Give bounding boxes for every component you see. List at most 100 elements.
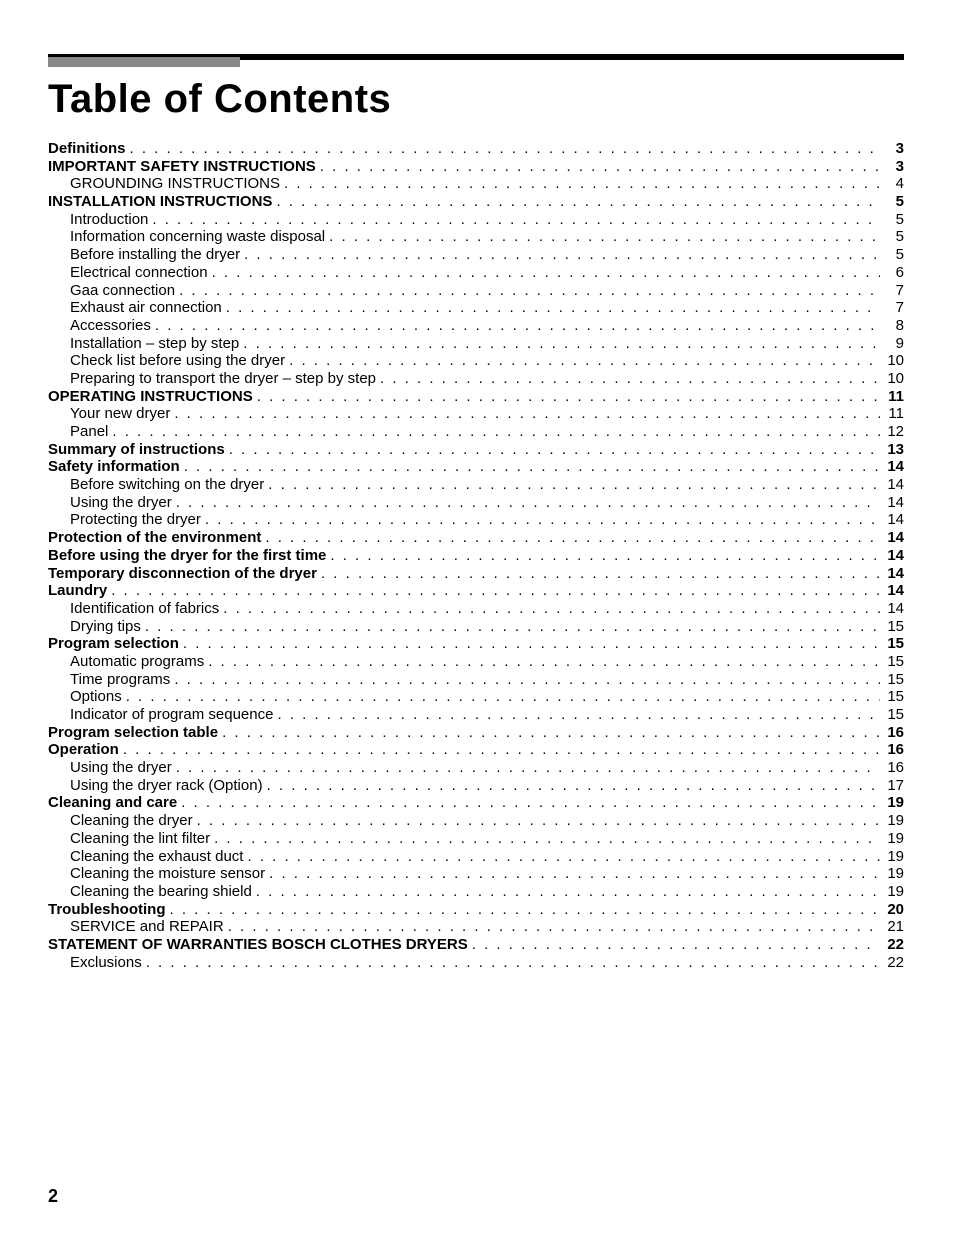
toc-leader-dots [148, 211, 880, 229]
toc-row: INSTALLATION INSTRUCTIONS5 [48, 193, 904, 211]
toc-leader-dots [166, 901, 881, 919]
toc-row: Laundry14 [48, 582, 904, 600]
toc-page: 14 [880, 476, 904, 494]
toc-label: Using the dryer [48, 494, 172, 512]
toc-page: 5 [880, 246, 904, 264]
toc-page: 15 [880, 618, 904, 636]
toc-label: Laundry [48, 582, 107, 600]
toc-page: 16 [880, 759, 904, 777]
toc-leader-dots [177, 794, 880, 812]
toc-row: Cleaning and care19 [48, 794, 904, 812]
toc-leader-dots [222, 299, 880, 317]
toc-page: 10 [880, 370, 904, 388]
toc-label: Cleaning and care [48, 794, 177, 812]
toc-row: Summary of instructions13 [48, 441, 904, 459]
toc-leader-dots [219, 600, 880, 618]
toc-leader-dots [180, 458, 880, 476]
toc-row: Before installing the dryer 5 [48, 246, 904, 264]
toc-page: 16 [880, 724, 904, 742]
toc-leader-dots [240, 246, 880, 264]
toc-row: Panel12 [48, 423, 904, 441]
toc-label: Drying tips [48, 618, 141, 636]
toc-label: Installation – step by step [48, 335, 239, 353]
toc-leader-dots [261, 529, 880, 547]
toc-row: Introduction 5 [48, 211, 904, 229]
toc-leader-dots [193, 812, 880, 830]
toc-page: 3 [880, 158, 904, 176]
toc-label: Cleaning the exhaust duct [48, 848, 243, 866]
toc-page: 19 [880, 848, 904, 866]
toc-label: Electrical connection [48, 264, 208, 282]
toc-label: IMPORTANT SAFETY INSTRUCTIONS [48, 158, 316, 176]
toc-label: Identification of fabrics [48, 600, 219, 618]
toc-label: Before using the dryer for the first tim… [48, 547, 326, 565]
toc-label: Your new dryer [48, 405, 170, 423]
toc-label: STATEMENT OF WARRANTIES BOSCH CLOTHES DR… [48, 936, 468, 954]
toc-row: Accessories8 [48, 317, 904, 335]
toc-label: Cleaning the dryer [48, 812, 193, 830]
toc-label: Using the dryer rack (Option) [48, 777, 263, 795]
toc-page: 15 [880, 671, 904, 689]
toc-page: 5 [880, 211, 904, 229]
toc-label: INSTALLATION INSTRUCTIONS [48, 193, 272, 211]
toc-label: Cleaning the lint filter [48, 830, 210, 848]
toc-leader-dots [376, 370, 880, 388]
toc-leader-dots [107, 582, 880, 600]
toc-page: 6 [880, 264, 904, 282]
toc-row: Electrical connection 6 [48, 264, 904, 282]
toc-row: Drying tips 15 [48, 618, 904, 636]
toc-leader-dots [170, 405, 880, 423]
toc-row: Using the dryer16 [48, 759, 904, 777]
toc-page: 17 [880, 777, 904, 795]
toc-label: Exclusions [48, 954, 142, 972]
toc-label: Gaa connection [48, 282, 175, 300]
toc-label: Before installing the dryer [48, 246, 240, 264]
toc-row: Preparing to transport the dryer – step … [48, 370, 904, 388]
toc-page: 7 [880, 299, 904, 317]
toc-label: Summary of instructions [48, 441, 225, 459]
toc-leader-dots [142, 954, 880, 972]
toc-page: 14 [880, 494, 904, 512]
toc-leader-dots [208, 264, 880, 282]
toc-leader-dots [151, 317, 880, 335]
toc-leader-dots [170, 671, 880, 689]
toc-label: Program selection table [48, 724, 218, 742]
toc-label: Preparing to transport the dryer – step … [48, 370, 376, 388]
toc-label: Panel [48, 423, 108, 441]
toc-label: Accessories [48, 317, 151, 335]
toc-leader-dots [172, 494, 880, 512]
toc-label: Program selection [48, 635, 179, 653]
toc-row: Exhaust air connection7 [48, 299, 904, 317]
toc-leader-dots [285, 352, 880, 370]
toc-page: 15 [880, 653, 904, 671]
toc-row: Temporary disconnection of the dryer14 [48, 565, 904, 583]
toc-row: Information concerning waste disposal5 [48, 228, 904, 246]
toc-page: 14 [880, 600, 904, 618]
toc-page: 22 [880, 954, 904, 972]
toc-label: Indicator of program sequence [48, 706, 273, 724]
toc-label: Troubleshooting [48, 901, 166, 919]
toc-page: 21 [880, 918, 904, 936]
toc-label: Before switching on the dryer [48, 476, 264, 494]
toc-row: Identification of fabrics 14 [48, 600, 904, 618]
toc-leader-dots [201, 511, 880, 529]
accent-bar [48, 57, 240, 67]
toc-label: Introduction [48, 211, 148, 229]
toc-row: STATEMENT OF WARRANTIES BOSCH CLOTHES DR… [48, 936, 904, 954]
toc-row: Indicator of program sequence 15 [48, 706, 904, 724]
toc-page: 20 [880, 901, 904, 919]
toc-row: Using the dryer 14 [48, 494, 904, 512]
toc-leader-dots [265, 865, 880, 883]
toc-page: 7 [880, 282, 904, 300]
toc-label: Cleaning the moisture sensor [48, 865, 265, 883]
toc-leader-dots [119, 741, 880, 759]
toc-row: Automatic programs15 [48, 653, 904, 671]
page-number: 2 [48, 1186, 58, 1207]
toc-page: 14 [880, 458, 904, 476]
toc-leader-dots [122, 688, 880, 706]
toc-leader-dots [325, 228, 880, 246]
toc-page: 14 [880, 547, 904, 565]
toc-page: 15 [880, 706, 904, 724]
toc-row: Cleaning the exhaust duct 19 [48, 848, 904, 866]
toc-row: Gaa connection 7 [48, 282, 904, 300]
